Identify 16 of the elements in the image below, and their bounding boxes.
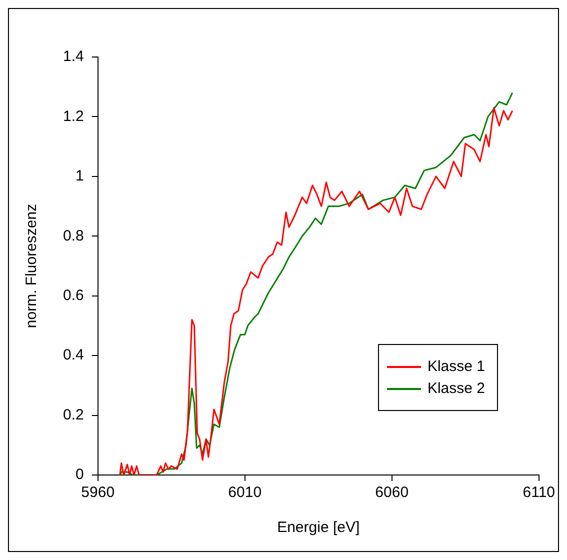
y-axis-title: norm. Fluoreszenz [23, 204, 40, 328]
x-tick-label: 6010 [228, 484, 262, 502]
legend-label: Klasse 2 [427, 380, 485, 397]
y-tick-label: 1 [76, 168, 84, 185]
y-tick-label: 1.2 [62, 108, 84, 125]
x-tick-label: 5960 [81, 484, 115, 502]
y-tick-label: 0.4 [62, 346, 84, 364]
x-tick-label: 6110 [522, 484, 556, 502]
legend-label: Klasse 1 [427, 358, 485, 375]
y-tick-label: 1.4 [62, 48, 84, 66]
y-tick-label: 0 [76, 466, 84, 484]
y-tick-label: 0.8 [62, 227, 84, 244]
x-tick-label: 6060 [375, 484, 409, 502]
x-axis-title: Energie [eV] [277, 519, 360, 536]
y-tick-label: 0.6 [62, 287, 84, 304]
y-tick-label: 0.2 [62, 406, 84, 424]
